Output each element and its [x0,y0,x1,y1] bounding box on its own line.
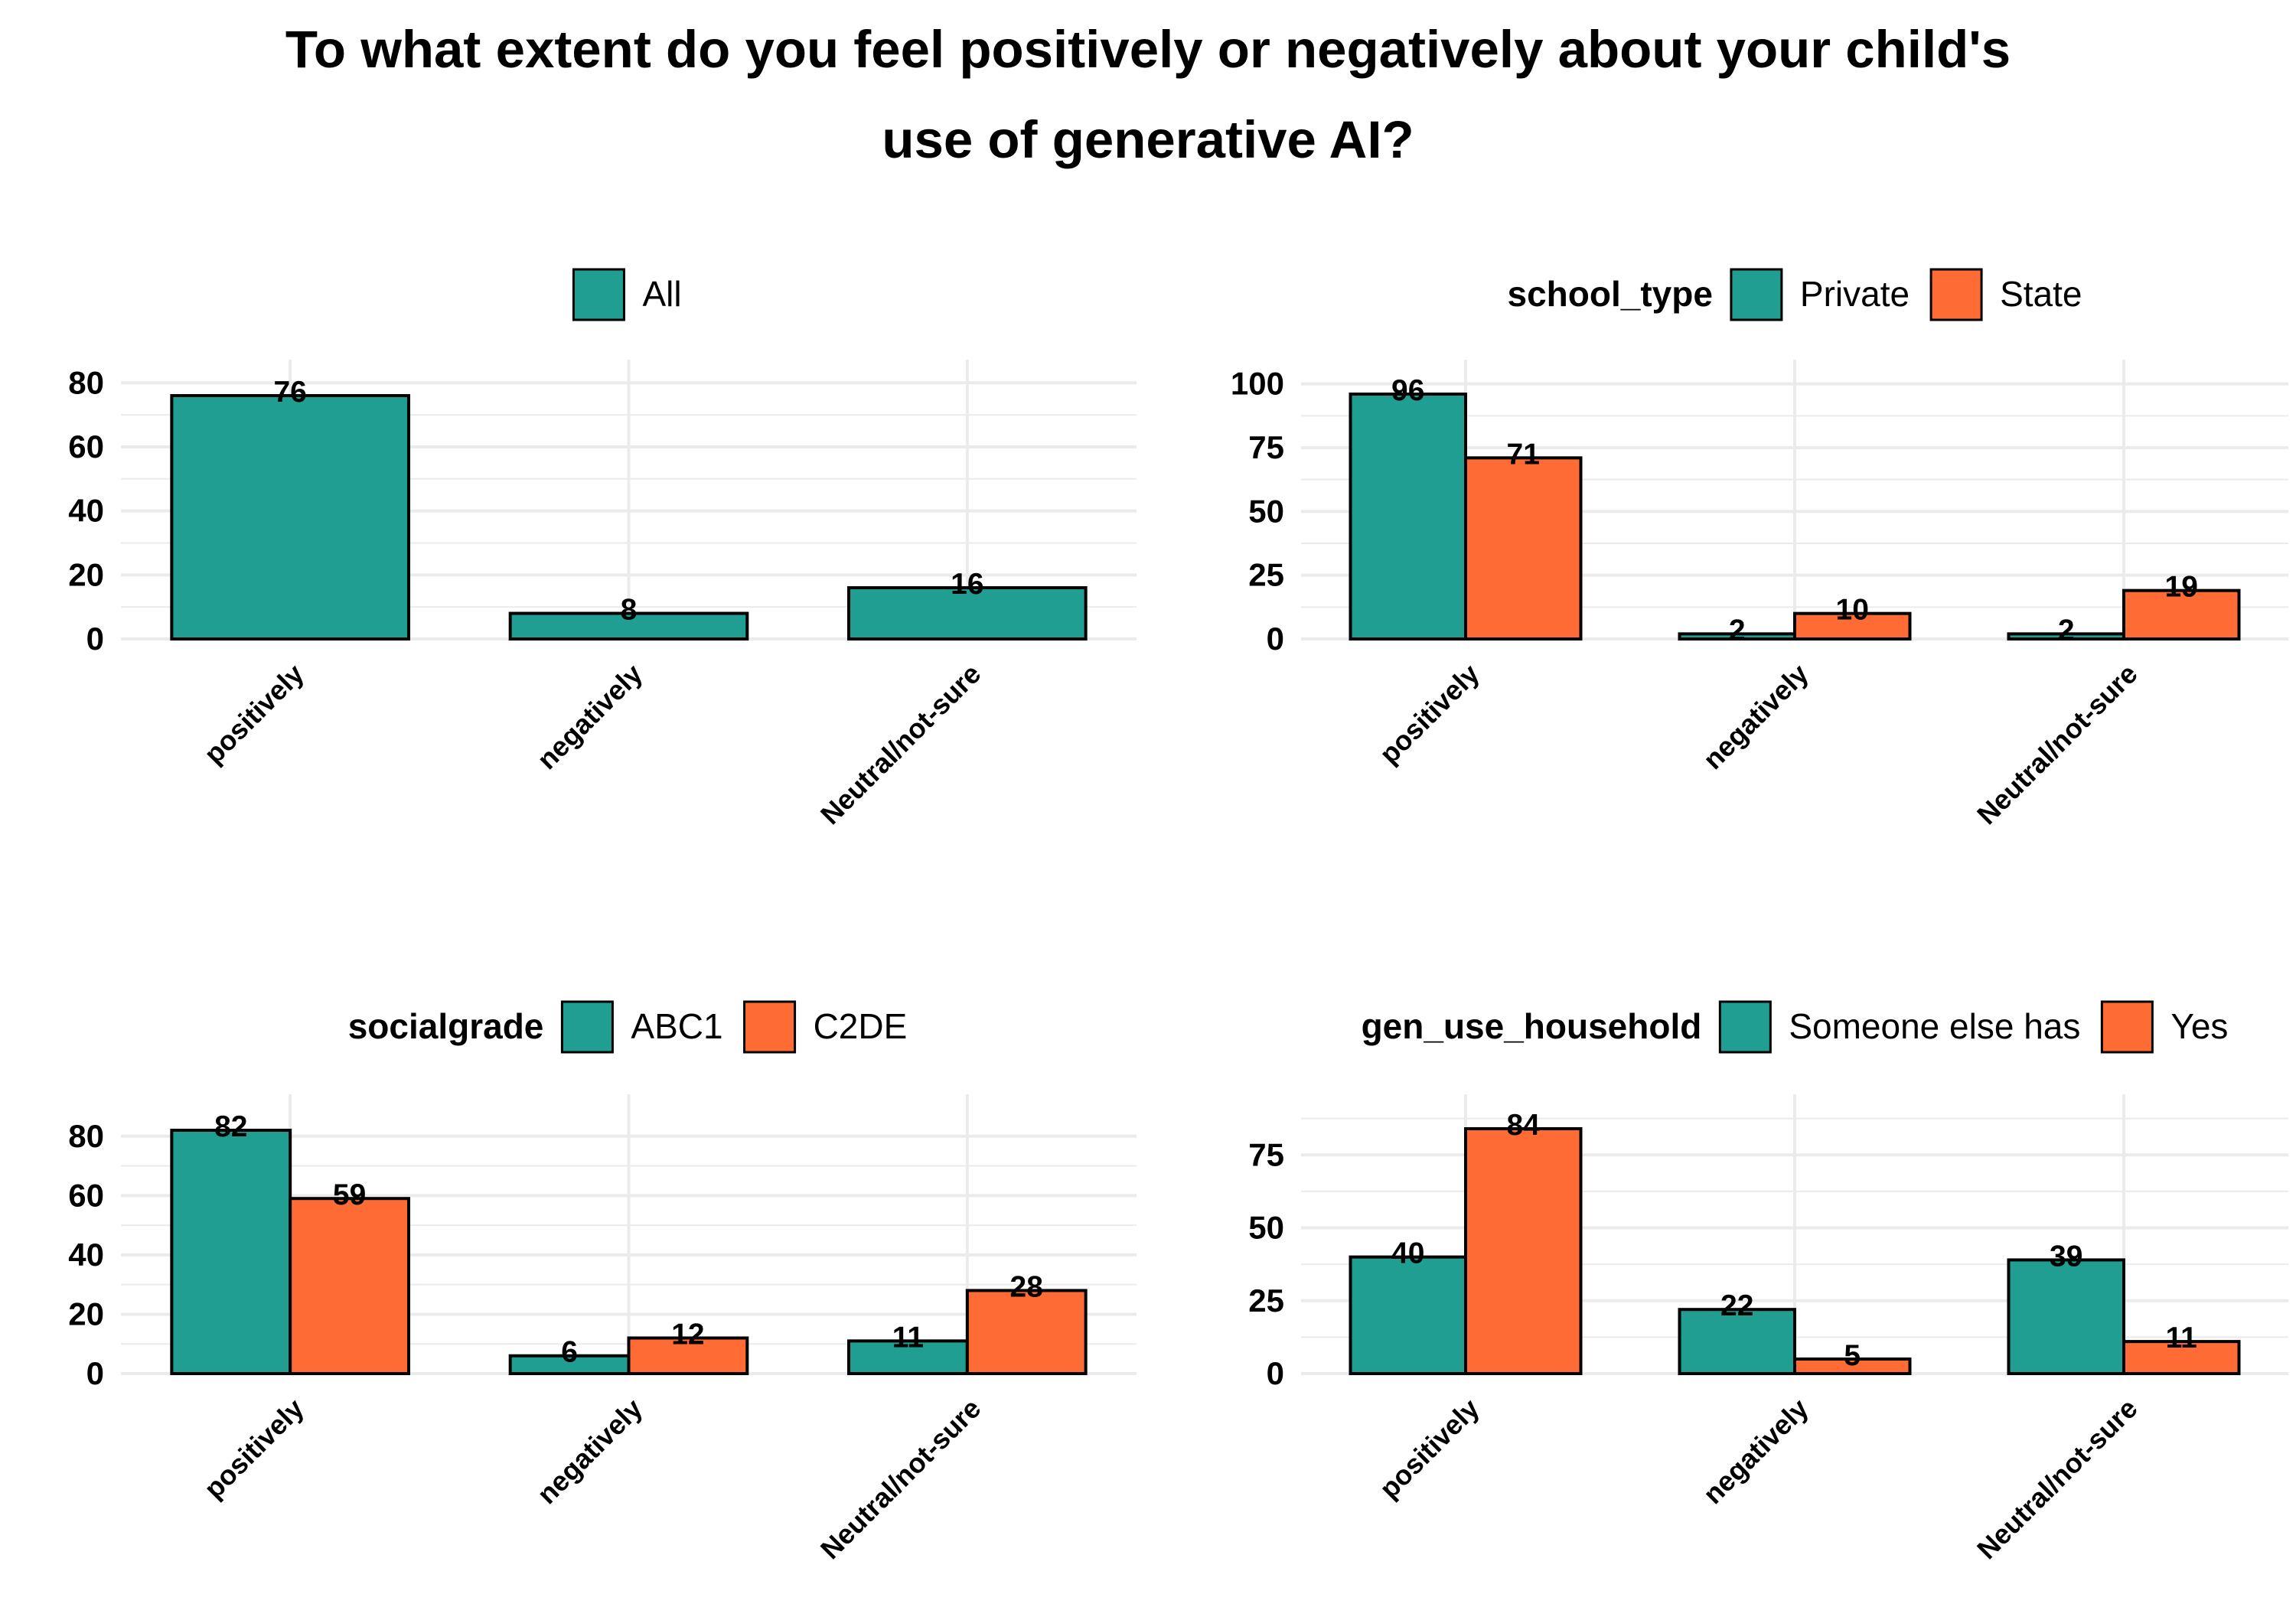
bar [1349,1255,1467,1375]
data-label: 59 [333,1178,366,1211]
y-tick-label: 60 [68,1177,104,1213]
chart-title: To what extent do you feel positively or… [0,0,2296,185]
bar [2122,588,2241,641]
chart-title-line-1: To what extent do you feel positively or… [285,20,2011,79]
x-tick-label: Neutral/not-sure [1971,1393,2144,1566]
legend: socialgrade ABC1 C2DE [348,1000,908,1054]
data-label: 39 [2050,1240,2082,1273]
bar [1349,393,1467,641]
bar [1793,1357,1912,1376]
legend-title: socialgrade [348,1006,544,1046]
y-tick-label: 75 [1248,1136,1284,1172]
bar [1678,1308,1796,1375]
legend: school_type Private State [1507,268,2082,321]
x-tick-label: positively [197,1393,309,1504]
y-tick-label: 0 [1267,621,1284,657]
bar [1464,456,1583,641]
x-tick-label: Neutral/not-sure [814,1393,987,1566]
data-label: 82 [214,1110,247,1143]
x-tick-label: Neutral/not-sure [814,658,987,831]
bar [847,1339,969,1375]
data-label: 71 [1507,438,1540,471]
legend-swatch [560,1000,614,1054]
y-tick-label: 20 [68,1296,104,1332]
legend-title: school_type [1507,274,1712,314]
x-tick-label: Neutral/not-sure [1971,658,2144,831]
legend-swatch [743,1000,797,1054]
y-tick-label: 40 [68,493,104,529]
y-tick-label: 100 [1231,366,1284,402]
legend-label: ABC1 [631,1006,722,1046]
legend-label: All [642,274,681,314]
data-label: 11 [2166,1322,2197,1354]
data-label: 40 [1391,1237,1424,1270]
legend-swatch [2100,1000,2154,1054]
data-label: 28 [1010,1270,1043,1303]
data-label: 6 [561,1336,578,1369]
bar [289,1197,410,1375]
y-tick-label: 80 [68,1118,104,1154]
y-tick-label: 25 [1248,557,1284,593]
bar [508,611,749,641]
bar [170,394,410,641]
x-tick-label: positively [197,658,309,770]
data-label: 96 [1391,374,1424,407]
legend-label: State [2000,274,2082,314]
legend-label: C2DE [814,1006,908,1046]
panel-2: 0 25 50 75 100 96 71 positively 2 10 negatively 2 19… [1231,268,2288,831]
x-tick-label: negatively [1697,658,1815,776]
x-tick-label: negatively [531,1393,649,1511]
data-label: 16 [951,568,983,601]
data-label: 5 [1844,1339,1861,1372]
data-label: 12 [671,1318,704,1351]
y-tick-label: 0 [1267,1355,1284,1391]
panel-4: 0 25 50 75 40 84 positively 22 5 negatively 39 11 Ne… [1248,1000,2288,1566]
data-label: 11 [892,1321,924,1354]
chart-title-line-2: use of generative AI? [882,110,1414,169]
data-label: 84 [1507,1109,1541,1142]
bar [627,1336,749,1375]
bar [1793,611,1912,641]
bar [1464,1127,1583,1375]
bar [2007,1258,2125,1376]
data-label: 76 [273,376,306,409]
data-label: 8 [621,594,638,627]
legend-label: Someone else has [1789,1006,2080,1046]
bar [847,586,1088,641]
y-tick-label: 25 [1248,1283,1284,1319]
x-tick-label: positively [1373,1393,1485,1504]
y-tick-label: 50 [1248,493,1284,529]
bar [965,1289,1088,1376]
y-tick-label: 60 [68,429,104,464]
legend: gen_use_household Someone else has Yes [1362,1000,2228,1054]
data-label: 10 [1836,594,1869,627]
y-tick-label: 50 [1248,1210,1284,1246]
data-label: 19 [2165,571,2198,604]
legend-swatch [572,268,625,321]
x-tick-label: positively [1373,658,1485,770]
data-label: 22 [1720,1289,1753,1322]
panel-1: 0 20 40 60 80 76 positively 8 negatively 16 Neutra… [68,268,1137,831]
y-tick-label: 20 [68,556,104,592]
y-tick-label: 80 [68,364,104,400]
y-tick-label: 40 [68,1237,104,1273]
data-label: 2 [2058,614,2075,647]
legend-label: Private [1800,274,1910,314]
legend: All [572,268,682,321]
bar [170,1129,292,1375]
legend-title: gen_use_household [1362,1006,1702,1046]
data-label: 2 [1729,614,1746,647]
legend-swatch [1730,268,1783,321]
x-tick-label: negatively [1697,1393,1815,1511]
y-tick-label: 0 [86,621,104,657]
legend-label: Yes [2170,1006,2228,1046]
y-tick-label: 75 [1248,429,1284,465]
legend-swatch [1929,268,1983,321]
panel-3: 0 20 40 60 80 82 59 positively 6 12 negatively 11 28… [68,1000,1137,1566]
bar [2122,1340,2241,1375]
y-tick-label: 0 [86,1355,104,1391]
legend-swatch [1718,1000,1772,1054]
x-tick-label: negatively [531,658,649,776]
